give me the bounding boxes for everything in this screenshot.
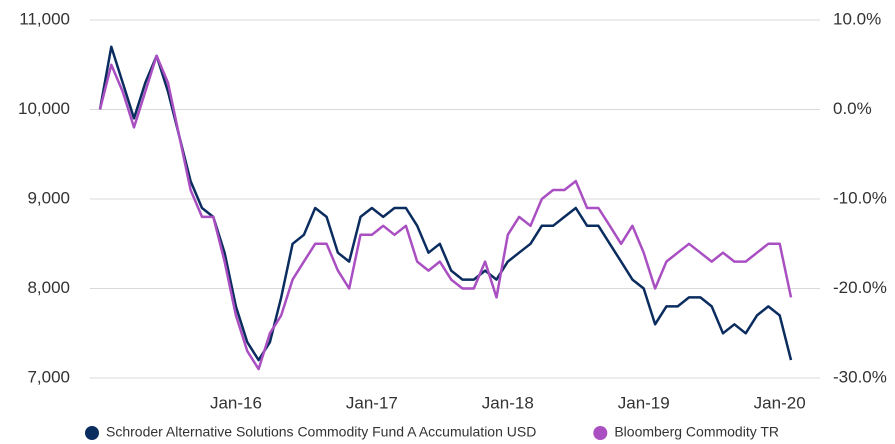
legend-label: Bloomberg Commodity TR	[614, 424, 779, 440]
y-tick-label: 10,000	[18, 99, 70, 118]
y2-tick-label: 10.0%	[833, 9, 881, 28]
x-tick-label: Jan-20	[754, 393, 806, 412]
x-tick-label: Jan-16	[210, 393, 262, 412]
y2-tick-label: 0.0%	[833, 99, 872, 118]
x-tick-label: Jan-18	[482, 393, 534, 412]
y-tick-label: 7,000	[27, 367, 70, 386]
legend-swatch	[85, 426, 99, 440]
y2-tick-label: -30.0%	[833, 367, 887, 386]
y-tick-label: 11,000	[19, 9, 70, 28]
y-tick-label: 8,000	[27, 278, 70, 297]
y-tick-label: 9,000	[27, 188, 70, 207]
legend-label: Schroder Alternative Solutions Commodity…	[106, 424, 536, 440]
y2-tick-label: -20.0%	[833, 278, 887, 297]
x-tick-label: Jan-17	[346, 393, 398, 412]
y2-tick-label: -10.0%	[833, 188, 887, 207]
series-line	[98, 45, 793, 362]
series-line	[98, 54, 793, 371]
legend-swatch	[593, 426, 608, 440]
x-tick-label: Jan-19	[618, 393, 670, 412]
